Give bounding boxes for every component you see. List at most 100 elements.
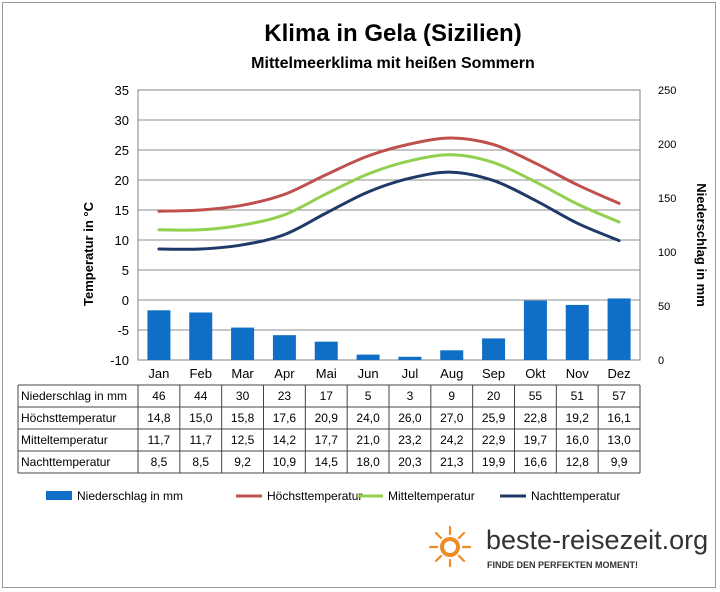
precipitation-bar [356, 354, 380, 360]
legend-swatch-bar [46, 491, 72, 500]
table-cell: 30 [236, 389, 250, 403]
legend: Niederschlag in mm Höchsttemperatur Mittel… [46, 489, 620, 503]
table-cell: 23,2 [398, 433, 422, 447]
brand-name: beste-reisezeit.org [486, 525, 708, 555]
precipitation-bar [147, 310, 171, 360]
table-cell: 20,9 [315, 411, 339, 425]
table-cell: 17,7 [315, 433, 339, 447]
month-label: Mai [316, 366, 337, 381]
table-cell: 9,9 [611, 455, 628, 469]
month-label: Sep [482, 366, 505, 381]
right-axis-title: Niederschlag in mm [694, 183, 709, 307]
night-temperature-line [157, 170, 621, 251]
table-cell: 55 [529, 389, 543, 403]
table-row-header: Höchsttemperatur [21, 411, 116, 425]
table-cell: 19,9 [482, 455, 506, 469]
table-cell: 57 [612, 389, 626, 403]
precipitation-bar [272, 335, 296, 360]
table-cell: 11,7 [190, 433, 213, 447]
table-cell: 26,0 [398, 411, 422, 425]
table-cell: 12,5 [231, 433, 255, 447]
month-label: Apr [274, 366, 295, 381]
month-label: Dez [608, 366, 631, 381]
month-label: Mar [231, 366, 254, 381]
sun-logo-icon [428, 525, 472, 568]
right-axis-ticks: 250 200 150 100 50 0 [658, 85, 676, 367]
table-cell: 17 [320, 389, 334, 403]
grid-lines [138, 119, 640, 331]
table-cell: 46 [152, 389, 166, 403]
precipitation-bar [523, 300, 547, 360]
right-tick-label: 200 [658, 139, 676, 151]
table-cell: 22,9 [482, 433, 506, 447]
precipitation-bar [440, 350, 464, 360]
left-tick-label: -5 [117, 323, 129, 338]
left-tick-label: 15 [115, 203, 129, 218]
month-label: Aug [440, 366, 463, 381]
mean-temperature-line [157, 153, 621, 232]
table-cell: 16,1 [607, 411, 631, 425]
month-label: Okt [525, 366, 546, 381]
month-label: Feb [190, 366, 212, 381]
left-axis-title: Temperatur in °C [81, 201, 96, 306]
month-label: Jul [402, 366, 419, 381]
table-cell: 17,6 [273, 411, 297, 425]
max-temperature-line [157, 136, 621, 213]
table-cell: 20 [487, 389, 501, 403]
table-cell: 14,5 [315, 455, 339, 469]
month-labels: Jan Feb Mar Apr Mai Jun Jul Aug Sep Okt Nov Dez [148, 366, 630, 381]
table-cell: 20,3 [398, 455, 422, 469]
chart-subtitle: Mittelmeerklima mit heißen Sommern [251, 55, 535, 72]
chart-title: Klima in Gela (Sizilien) [264, 20, 521, 47]
table-cell: 16,0 [566, 433, 590, 447]
right-tick-label: 150 [658, 193, 676, 205]
table-cell: 9 [448, 389, 455, 403]
plot-area [137, 89, 641, 361]
table-cell: 21,0 [356, 433, 380, 447]
left-tick-label: 25 [115, 143, 129, 158]
table-cell: 3 [407, 389, 414, 403]
table-cell: 51 [571, 389, 585, 403]
left-tick-label: 35 [115, 83, 129, 98]
table-cell: 8,5 [151, 455, 168, 469]
table-cell: 8,5 [192, 455, 209, 469]
temperature-lines [157, 136, 621, 251]
legend-label: Nachttemperatur [531, 489, 620, 503]
table-cell: 14,8 [147, 411, 171, 425]
table-cell: 25,9 [482, 411, 506, 425]
precipitation-bar [565, 304, 589, 360]
precipitation-bar [231, 327, 255, 360]
table-cell: 15,8 [231, 411, 255, 425]
table-cell: 21,3 [440, 455, 464, 469]
left-tick-label: 20 [115, 173, 129, 188]
precipitation-bar [482, 338, 506, 360]
table-cell: 24,2 [440, 433, 464, 447]
left-tick-label: 5 [122, 263, 129, 278]
left-tick-label: -10 [110, 353, 129, 368]
table-row-header: Niederschlag in mm [21, 389, 127, 403]
right-tick-label: 50 [658, 301, 670, 313]
left-tick-label: 30 [115, 113, 129, 128]
right-tick-label: 250 [658, 85, 676, 97]
table-cell: 18,0 [356, 455, 380, 469]
precipitation-bar [398, 356, 422, 360]
right-tick-label: 100 [658, 247, 676, 259]
right-tick-label: 0 [658, 355, 664, 367]
data-table: Niederschlag in mm 46 44 30 23 17 5 3 9 20 55 51 57 H… [17, 384, 641, 474]
precipitation-bar [189, 312, 213, 360]
table-row-header: Nachttemperatur [21, 455, 110, 469]
month-label: Jan [148, 366, 169, 381]
table-cell: 23 [278, 389, 292, 403]
month-label: Nov [566, 366, 590, 381]
table-cell: 16,6 [524, 455, 548, 469]
left-tick-label: 0 [122, 293, 129, 308]
legend-label: Mitteltemperatur [388, 489, 475, 503]
precipitation-bars [147, 298, 631, 360]
table-cell: 11,7 [148, 433, 171, 447]
table-cell: 10,9 [273, 455, 297, 469]
table-cell: 13,0 [607, 433, 631, 447]
table-cell: 9,2 [234, 455, 251, 469]
table-cell: 14,2 [273, 433, 297, 447]
